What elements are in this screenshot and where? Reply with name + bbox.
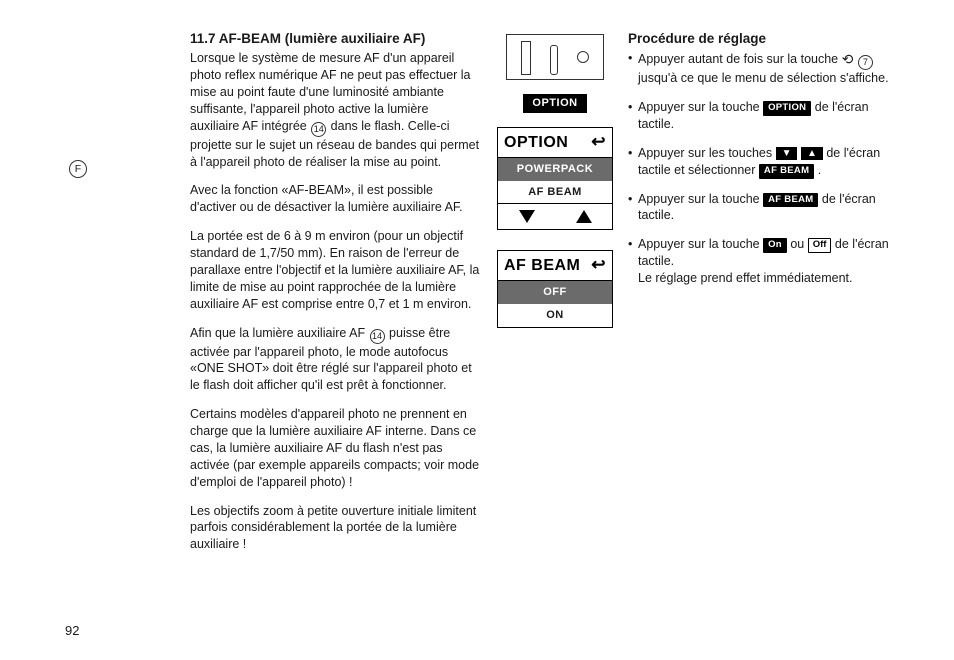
- afbeam-panel-header: AF BEAM ↩: [498, 251, 612, 281]
- step-5: Appuyer sur la touche On ou Off de l'écr…: [628, 236, 900, 287]
- up-arrow-chip: ▲: [801, 147, 823, 161]
- step-5b: ou: [787, 237, 808, 251]
- option-row-powerpack[interactable]: POWERPACK: [498, 158, 612, 181]
- step-3c: .: [814, 163, 821, 177]
- up-arrow-icon[interactable]: [576, 210, 592, 223]
- step-2: Appuyer sur la touche OPTION de l'écran …: [628, 99, 900, 133]
- afbeam-panel-title: AF BEAM: [504, 255, 580, 277]
- para-4: Afin que la lumière auxiliaire AF 14 pui…: [190, 325, 480, 395]
- procedure-heading: Procédure de réglage: [628, 30, 900, 48]
- afbeam-chip-inline: AF BEAM: [763, 193, 818, 208]
- page-number: 92: [65, 622, 79, 640]
- down-arrow-chip: ▼: [776, 147, 798, 161]
- device-sketch-icon: [506, 34, 604, 80]
- sketch-bar: [550, 45, 558, 75]
- ref-14-icon: 14: [311, 122, 326, 137]
- step-4a: Appuyer sur la touche: [638, 192, 763, 206]
- step-3a: Appuyer sur les touches: [638, 146, 776, 160]
- sketch-knob: [577, 51, 589, 63]
- off-chip: Off: [808, 238, 832, 253]
- option-panel: OPTION ↩ POWERPACK AF BEAM: [497, 127, 613, 231]
- afbeam-row-on[interactable]: ON: [498, 304, 612, 327]
- step-3: Appuyer sur les touches ▼ ▲ de l'écran t…: [628, 145, 900, 179]
- para-6: Les objectifs zoom à petite ouverture in…: [190, 503, 480, 554]
- afbeam-chip-inline: AF BEAM: [759, 164, 814, 179]
- option-panel-header: OPTION ↩: [498, 128, 612, 158]
- para-2: Avec la fonction «AF-BEAM», il est possi…: [190, 182, 480, 216]
- language-marker: F: [69, 160, 87, 178]
- down-arrow-icon[interactable]: [519, 210, 535, 223]
- option-chip-inline: OPTION: [763, 101, 811, 116]
- step-1a: Appuyer autant de fois sur la touche: [638, 52, 842, 66]
- step-1: Appuyer autant de fois sur la touche ⟲ 7…: [628, 50, 900, 87]
- option-row-afbeam[interactable]: AF BEAM: [498, 181, 612, 204]
- step-2a: Appuyer sur la touche: [638, 100, 763, 114]
- option-panel-title: OPTION: [504, 132, 568, 154]
- option-panel-footer: [498, 203, 612, 229]
- ref-14-icon: 14: [370, 329, 385, 344]
- para-1: Lorsque le système de mesure AF d'un app…: [190, 50, 480, 170]
- mid-column: OPTION OPTION ↩ POWERPACK AF BEAM AF BEA…: [490, 30, 620, 565]
- sketch-bar: [521, 41, 531, 75]
- left-column: 11.7 AF-BEAM (lumière auxiliaire AF) Lor…: [190, 30, 490, 565]
- step-5a: Appuyer sur la touche: [638, 237, 763, 251]
- page-content: 11.7 AF-BEAM (lumière auxiliaire AF) Lor…: [190, 30, 900, 565]
- para-4a: Afin que la lumière auxiliaire AF: [190, 326, 369, 340]
- undo-icon: ⟲: [842, 50, 854, 69]
- step-1b: jusqu'à ce que le menu de sélection s'af…: [638, 71, 889, 85]
- procedure-list: Appuyer autant de fois sur la touche ⟲ 7…: [628, 50, 900, 287]
- afbeam-row-off[interactable]: OFF: [498, 281, 612, 304]
- para-3: La portée est de 6 à 9 m environ (pour u…: [190, 228, 480, 312]
- section-heading: 11.7 AF-BEAM (lumière auxiliaire AF): [190, 30, 480, 48]
- step-5d: Le réglage prend effet immédiatement.: [638, 271, 852, 285]
- para-5: Certains modèles d'appareil photo ne pre…: [190, 406, 480, 490]
- ref-7-icon: 7: [858, 55, 873, 70]
- option-chip: OPTION: [523, 94, 586, 113]
- undo-icon: ↩: [591, 131, 606, 154]
- right-column: Procédure de réglage Appuyer autant de f…: [620, 30, 900, 565]
- on-chip: On: [763, 238, 787, 253]
- afbeam-panel: AF BEAM ↩ OFF ON: [497, 250, 613, 328]
- undo-icon: ↩: [591, 254, 606, 277]
- step-4: Appuyer sur la touche AF BEAM de l'écran…: [628, 191, 900, 225]
